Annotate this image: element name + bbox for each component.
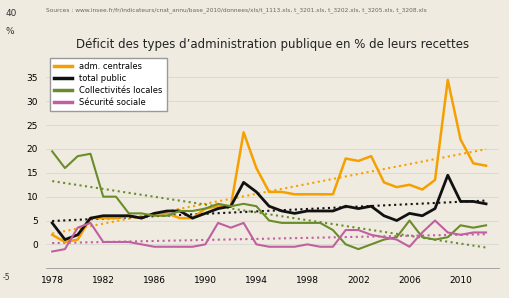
Text: %: %: [5, 27, 14, 36]
Text: Sources : www.insee.fr/fr/indicateurs/cnat_annu/base_2010/donnees/xls/t_1113.xls: Sources : www.insee.fr/fr/indicateurs/cn…: [46, 7, 427, 13]
Text: -5: -5: [3, 273, 10, 282]
Title: Déficit des types d’administration publique en % de leurs recettes: Déficit des types d’administration publi…: [76, 38, 469, 51]
Legend: adm. centrales, total public, Collectivités locales, Sécurité sociale: adm. centrales, total public, Collectivi…: [50, 58, 166, 111]
Text: 40: 40: [5, 9, 16, 18]
